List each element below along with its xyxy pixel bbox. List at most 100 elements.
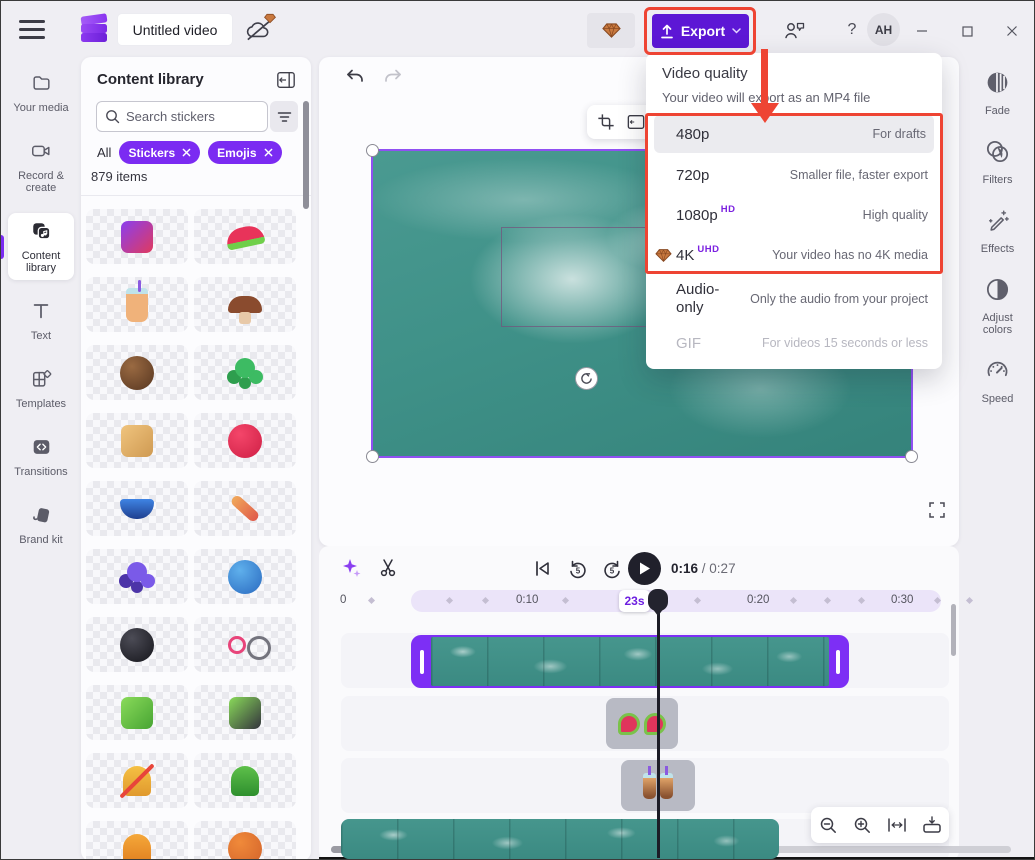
sidebar-item-text[interactable]: Text [8, 293, 74, 348]
sticker-boxing-glove[interactable] [194, 413, 296, 468]
playhead-handle[interactable] [648, 589, 668, 616]
sticker-bicycle[interactable] [194, 617, 296, 672]
export-option-1080p[interactable]: 1080p HD High quality [646, 195, 942, 235]
tool-filters[interactable]: Filters [983, 138, 1012, 186]
snap-to-track-icon[interactable] [922, 816, 942, 834]
panel-scrollbar[interactable] [303, 101, 309, 209]
export-option-gif[interactable]: GIF For videos 15 seconds or less [646, 323, 942, 363]
export-option-480p[interactable]: 480p For drafts [654, 115, 934, 153]
export-option-desc: Smaller file, faster export [789, 168, 928, 182]
fullscreen-icon[interactable] [929, 502, 945, 518]
resize-handle-top-left[interactable] [366, 144, 379, 157]
search-input[interactable] [126, 109, 246, 124]
timeline-ruler[interactable] [411, 590, 941, 612]
timeline-vertical-scrollbar[interactable] [951, 604, 956, 656]
sidebar-item-your-media[interactable]: Your media [8, 65, 74, 120]
undo-icon[interactable] [345, 68, 365, 86]
video-clip-2[interactable] [341, 819, 779, 859]
fit-to-timeline-icon[interactable] [887, 817, 907, 833]
export-option-4k[interactable]: 4K UHD Your video has no 4K media [646, 235, 942, 275]
sidebar-item-transitions[interactable]: Transitions [8, 429, 74, 484]
sidebar-item-content-library[interactable]: Content library [1, 213, 74, 280]
timeline-section: 5 5 0:16 / 0:27 0 0:10 0:20 0:30 23s [319, 546, 1034, 859]
rewind-5s-icon[interactable]: 5 [567, 558, 588, 579]
trim-handle-right[interactable] [829, 637, 847, 686]
resize-handle-bottom-right[interactable] [905, 450, 918, 463]
project-title-field[interactable]: Untitled video [118, 14, 232, 45]
time-divider: / [698, 561, 710, 576]
export-option-desc: For drafts [872, 127, 927, 141]
tool-adjust-colors[interactable]: Adjust colors [976, 276, 1020, 336]
play-button[interactable] [628, 552, 661, 585]
rotate-handle[interactable] [575, 367, 598, 390]
sticker-broccoli[interactable] [194, 345, 296, 400]
help-button[interactable]: ? [841, 18, 863, 42]
filter-chip-stickers[interactable]: Stickers [119, 141, 201, 164]
filter-all[interactable]: All [97, 145, 112, 160]
basketball-sticker-image [228, 831, 262, 859]
hamburger-menu-icon[interactable] [19, 20, 45, 39]
templates-icon [30, 368, 53, 390]
resize-handle-bottom-left[interactable] [366, 450, 379, 463]
sticker-juice-box[interactable] [86, 685, 188, 740]
sticker-watermelon[interactable] [194, 209, 296, 264]
playhead-line[interactable] [657, 594, 660, 858]
bell-sticker-image [123, 833, 151, 859]
collapse-panel-icon[interactable] [273, 68, 299, 92]
tool-speed[interactable]: Speed [982, 357, 1013, 405]
filter-button[interactable] [270, 101, 298, 132]
cloud-backup-off-icon[interactable] [242, 13, 276, 44]
sticker-chocolate-ball[interactable] [86, 345, 188, 400]
zoom-out-icon[interactable] [819, 816, 838, 835]
sticker-muted-bell[interactable] [86, 753, 188, 808]
sticker-bread[interactable] [86, 413, 188, 468]
collaborate-icon[interactable] [782, 18, 807, 42]
sticker-boomerang[interactable] [194, 481, 296, 536]
picture-in-picture-icon[interactable] [627, 113, 645, 131]
redo-icon[interactable] [383, 68, 403, 86]
trim-handle-left[interactable] [413, 637, 431, 686]
right-sidebar: Fade Filters Effects Adjust colors Speed [959, 57, 1034, 859]
video-clip-selected[interactable] [411, 635, 849, 688]
sticker-blue-ball[interactable] [194, 549, 296, 604]
upgrade-gem-button[interactable] [587, 13, 635, 48]
tool-fade[interactable]: Fade [984, 69, 1011, 117]
sticker-sushi[interactable] [194, 685, 296, 740]
mushroom-sticker-image [228, 296, 262, 324]
sidebar-item-brand-kit[interactable]: Brand kit [8, 497, 74, 552]
tool-effects[interactable]: Effects [981, 207, 1014, 255]
split-scissors-icon[interactable] [379, 558, 399, 578]
skip-to-start-icon[interactable] [533, 559, 552, 578]
sticker-bubble-tea[interactable] [86, 277, 188, 332]
sticker-black-ball[interactable] [86, 617, 188, 672]
sticker-gift[interactable] [86, 209, 188, 264]
filter-chip-emojis[interactable]: Emojis [208, 141, 282, 164]
zoom-in-icon[interactable] [853, 816, 872, 835]
sidebar-item-label: Templates [15, 398, 67, 410]
window-close-button[interactable] [999, 19, 1025, 43]
sushi-sticker-image [229, 696, 261, 729]
sticker-cereal-bowl[interactable] [86, 481, 188, 536]
sticker-basketball[interactable] [194, 821, 296, 859]
sidebar-item-record-create[interactable]: Record & create [8, 133, 74, 200]
export-button[interactable]: Export [652, 14, 749, 48]
sidebar-item-templates[interactable]: Templates [8, 361, 74, 416]
ai-sparkle-icon[interactable] [341, 557, 362, 578]
export-option-audio-only[interactable]: Audio-only Only the audio from your proje… [646, 275, 942, 323]
window-minimize-button[interactable] [909, 19, 935, 43]
brand-kit-icon [30, 504, 53, 526]
window-maximize-button[interactable] [954, 19, 980, 43]
sticker-mushroom[interactable] [194, 277, 296, 332]
blue-ball-sticker-image [228, 559, 262, 594]
watermelon-sticker-clip[interactable] [606, 698, 678, 749]
sticker-bell[interactable] [86, 821, 188, 859]
forward-5s-icon[interactable]: 5 [602, 558, 623, 579]
account-avatar[interactable]: AH [867, 13, 900, 46]
sticker-blueberries[interactable] [86, 549, 188, 604]
export-option-720p[interactable]: 720p Smaller file, faster export [646, 155, 942, 195]
crop-icon[interactable] [597, 113, 615, 131]
sticker-bell-pepper[interactable] [194, 753, 296, 808]
search-stickers-input[interactable] [96, 101, 268, 132]
chocolate-ball-sticker-image [120, 355, 154, 390]
